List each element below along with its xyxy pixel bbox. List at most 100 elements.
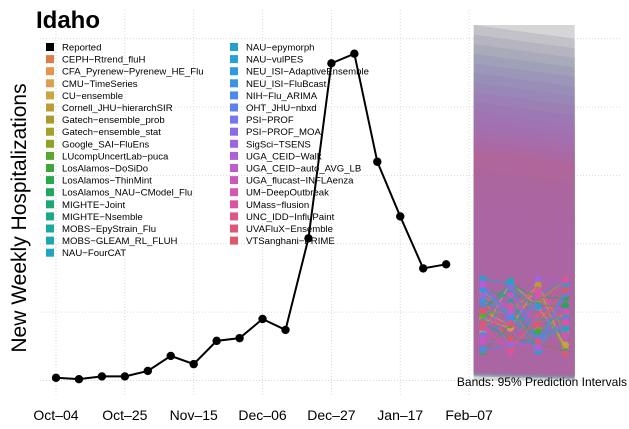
x-tick-label: Oct–04	[33, 407, 78, 423]
forecast-point	[506, 302, 515, 310]
forecast-point	[561, 349, 570, 357]
legend-label: UGA_CEID−Walk	[246, 151, 322, 162]
forecast-point	[534, 328, 542, 336]
legend-label: Cornell_JHU−hierarchSIR	[62, 103, 173, 114]
legend-label: CU−ensemble	[62, 91, 123, 102]
legend-swatch	[230, 224, 238, 233]
legend-swatch	[46, 43, 54, 51]
x-tick-label: Nov–15	[170, 407, 218, 423]
legend-label: UGA_CEID−auto_AVG_LB	[246, 164, 361, 175]
prediction-band	[473, 25, 575, 374]
reported-point	[235, 333, 244, 343]
legend-swatch	[46, 91, 54, 100]
reported-point	[258, 314, 267, 324]
legend-label: Gatech−ensemble_stat	[62, 127, 161, 138]
bands-annotation: Bands: 95% Prediction Intervals	[457, 375, 627, 389]
reported-point	[419, 264, 428, 273]
legend-swatch	[46, 164, 54, 172]
legend-swatch	[230, 127, 238, 136]
reported-point	[97, 372, 107, 381]
reported-point	[396, 212, 405, 221]
forecast-point	[534, 337, 542, 346]
reported-point	[212, 336, 221, 346]
reported-point	[350, 49, 359, 58]
legend-swatch	[46, 151, 54, 160]
legend-swatch	[230, 139, 238, 148]
legend-swatch	[230, 115, 238, 124]
legend-label: CFA_Pyrenew−Pyrenew_HE_Flu	[62, 67, 204, 78]
legend-label: LosAlamos−ThinMint	[62, 176, 152, 187]
legend-label: SigSci−TSENS	[246, 139, 311, 150]
forecast-line	[482, 289, 566, 340]
legend-label: Reported	[62, 43, 101, 54]
legend-label: NEU_ISI−FluBcast	[246, 79, 327, 90]
y-axis-label: New Weekly Hospitalizations	[8, 83, 31, 352]
reported-point	[281, 325, 290, 335]
reported-point	[74, 374, 84, 384]
forecast-point	[479, 280, 487, 289]
forecast-line	[482, 322, 566, 354]
legend-label: PSI−PROF_MOA	[246, 127, 322, 138]
legend-swatch	[230, 200, 238, 209]
grid-layer	[40, 10, 622, 395]
legend-swatch	[230, 164, 238, 172]
forecast-point	[506, 335, 515, 343]
forecast-point	[479, 306, 487, 314]
legend-swatch	[46, 67, 54, 76]
prediction-band	[473, 149, 575, 378]
legend-swatch	[46, 103, 54, 112]
legend-label: CEPH−Rtrend_fluH	[62, 55, 146, 66]
reported-point	[120, 372, 130, 381]
forecast-line	[482, 305, 566, 348]
legend-label: MIGHTE−Nsemble	[62, 212, 143, 223]
forecast-line	[482, 295, 567, 354]
forecast-line	[482, 285, 566, 347]
legend-label: NAU−FourCAT	[62, 248, 126, 259]
legend-swatch	[46, 236, 54, 245]
x-tick-label: Jan–17	[377, 407, 423, 423]
legend-label: UM−DeepOutbreak	[246, 188, 329, 199]
legend-label: UMass−flusion	[246, 200, 309, 211]
legend-swatch	[46, 212, 54, 221]
prediction-band	[473, 82, 575, 376]
legend-swatch	[230, 67, 238, 76]
legend-label: PSI−PROF	[246, 115, 294, 126]
prediction-band	[473, 53, 575, 378]
prediction-band	[473, 34, 575, 376]
forecast-point	[479, 291, 487, 300]
x-tick-label: Dec–27	[307, 407, 355, 423]
legend-swatch	[46, 224, 54, 233]
legend-swatch	[230, 236, 238, 245]
forecast-point	[534, 286, 542, 294]
reported-point	[373, 157, 382, 166]
forecast-line	[482, 322, 566, 349]
forecast-point	[534, 292, 542, 301]
legend-label: CMU−TimeSeries	[62, 79, 138, 90]
legend-swatch	[46, 79, 54, 88]
legend-label: UGA_flucast−INFLAenza	[246, 176, 354, 187]
legend-swatch	[230, 212, 238, 221]
forecast-point	[561, 302, 570, 310]
forecast-point	[534, 344, 542, 352]
forecast-points	[479, 274, 570, 357]
legend-label: MOBS−EpyStrain_Flu	[62, 224, 156, 235]
legend-label: NEU_ISI−AdaptiveEnsemble	[246, 67, 369, 78]
legend-swatch	[230, 43, 238, 51]
legend-label: MOBS−GLEAM_RL_FLUH	[62, 236, 178, 247]
reported-point	[441, 260, 451, 269]
legend-swatch	[230, 91, 238, 100]
reported-point	[327, 59, 336, 68]
forecast-point	[561, 319, 570, 327]
reported-point	[304, 234, 313, 243]
forecast-point	[506, 283, 515, 291]
forecast-line	[482, 284, 566, 314]
forecast-point	[534, 320, 542, 328]
legend-label: VTSanghani−PRIME	[246, 236, 335, 247]
forecast-point	[561, 307, 570, 315]
prediction-band	[473, 82, 575, 376]
prediction-band	[473, 25, 575, 374]
legend-label: UVAFluX−Ensemble	[246, 224, 333, 235]
legend-label: OHT_JHU−nbxd	[246, 103, 317, 114]
legend-label: LUcompUncertLab−puca	[62, 151, 169, 162]
